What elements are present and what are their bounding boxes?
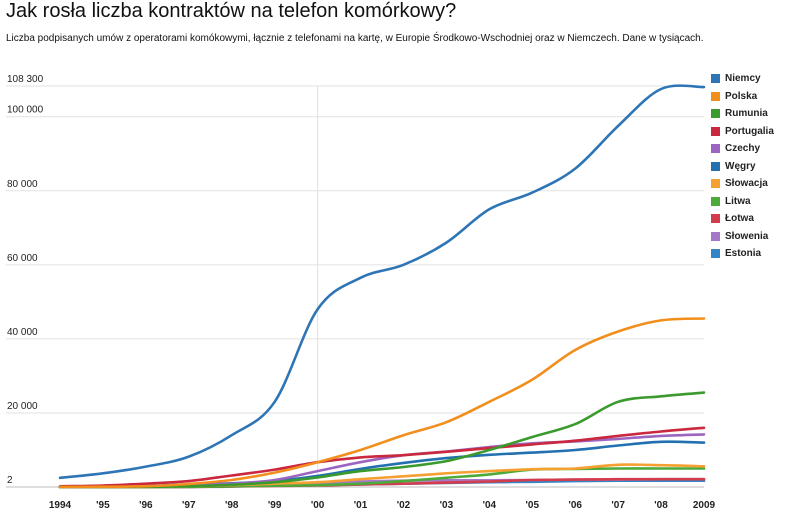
legend-swatch	[711, 109, 720, 119]
x-tick-label: '95	[96, 500, 110, 511]
x-tick-label: '05	[526, 500, 540, 511]
x-tick-label: '02	[397, 500, 411, 511]
y-axis-labels: 2 20 000 40 000 60 000 80 000 100 000 108 300	[7, 74, 44, 486]
legend-item: Estonia	[711, 245, 774, 263]
x-tick-label: '98	[225, 500, 239, 511]
legend-swatch	[711, 214, 720, 224]
legend-label: Portugalia	[725, 125, 774, 137]
x-tick-label: '01	[354, 500, 368, 511]
y-tick-label: 80 000	[7, 179, 38, 190]
legend-item: Portugalia	[711, 123, 774, 141]
legend-swatch	[711, 74, 720, 84]
y-tick-label: 60 000	[7, 253, 38, 264]
legend-swatch	[711, 161, 720, 171]
x-tick-label: '03	[440, 500, 454, 511]
series-line-polska	[58, 317, 706, 489]
y-tick-label: 100 000	[7, 105, 44, 116]
y-tick-label: 40 000	[7, 327, 38, 338]
x-tick-label: '07	[611, 500, 625, 511]
legend-item: Litwa	[711, 193, 774, 211]
legend-label: Litwa	[725, 195, 751, 207]
legend-swatch	[711, 196, 720, 206]
legend-label: Estonia	[725, 248, 762, 260]
y-tick-label: 2	[7, 475, 13, 486]
chart-subtitle: Liczba podpisanych umów z operatorami ko…	[6, 33, 704, 44]
legend-label: Czechy	[725, 143, 761, 155]
legend: Niemcy Polska Rumunia Portugalia Czechy Węgry…	[711, 70, 774, 263]
series-line-portugalia	[58, 426, 706, 488]
x-axis-labels: 1994 '95 '96 '97 '98 '99 '00 '01 '02 '03 '04 '05 '06…	[49, 500, 716, 511]
x-tick-label: '00	[311, 500, 325, 511]
legend-item: Niemcy	[711, 70, 774, 88]
y-tick-label: 20 000	[7, 401, 38, 412]
legend-item: Łotwa	[711, 210, 774, 228]
chart-title: Jak rosła liczba kontraktów na telefon k…	[6, 0, 457, 22]
x-tick-label: '96	[139, 500, 153, 511]
legend-swatch	[711, 91, 720, 101]
legend-swatch	[711, 179, 720, 189]
legend-label: Węgry	[725, 160, 756, 172]
legend-swatch	[711, 231, 720, 241]
legend-item: Słowenia	[711, 228, 774, 246]
series-line-niemcy	[58, 84, 706, 480]
series-lines	[58, 84, 706, 489]
legend-label: Słowacja	[725, 178, 768, 190]
legend-label: Łotwa	[725, 213, 754, 225]
legend-swatch	[711, 144, 720, 154]
x-tick-label: 1994	[49, 500, 72, 511]
y-tick-label: 108 300	[7, 74, 44, 85]
series-line-rumunia	[58, 391, 706, 489]
x-tick-label: '99	[268, 500, 282, 511]
legend-item: Czechy	[711, 140, 774, 158]
x-tick-label: '04	[483, 500, 497, 511]
x-tick-label: '97	[182, 500, 196, 511]
x-tick-label: 2009	[693, 500, 716, 511]
legend-item: Rumunia	[711, 105, 774, 123]
legend-label: Niemcy	[725, 73, 761, 85]
legend-item: Polska	[711, 88, 774, 106]
legend-label: Słowenia	[725, 230, 769, 242]
legend-swatch	[711, 249, 720, 259]
legend-label: Polska	[725, 90, 758, 102]
x-tick-label: '06	[568, 500, 582, 511]
legend-label: Rumunia	[725, 108, 768, 120]
legend-swatch	[711, 126, 720, 136]
legend-item: Słowacja	[711, 175, 774, 193]
legend-item: Węgry	[711, 158, 774, 176]
x-tick-label: '08	[654, 500, 668, 511]
